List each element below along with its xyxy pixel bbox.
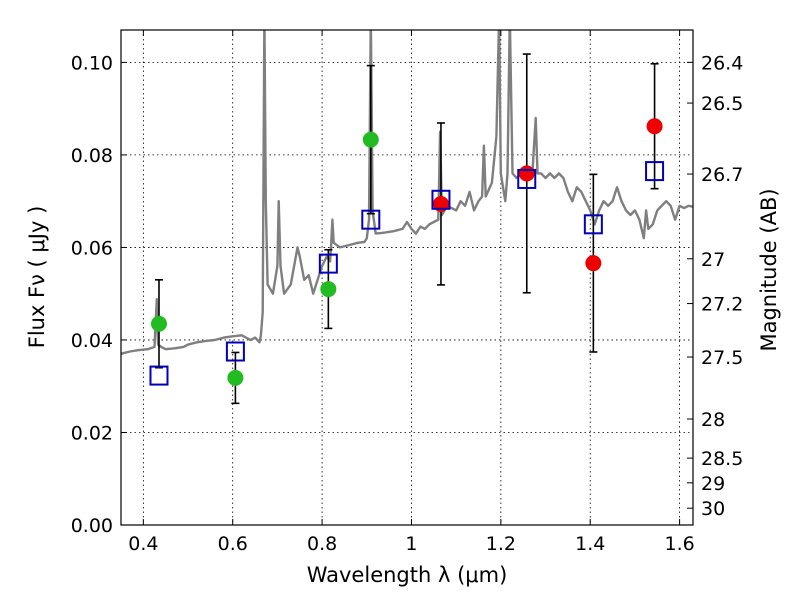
x-axis-label: Wavelength λ (μm) xyxy=(307,563,508,587)
photometry-point xyxy=(320,281,337,298)
model-square-marker xyxy=(361,209,381,230)
mag-tick-label: 26.4 xyxy=(701,52,743,74)
model-square-marker xyxy=(645,161,665,182)
mag-tick-label: 28.5 xyxy=(701,448,743,470)
photometry-point xyxy=(585,255,602,272)
photometry-point xyxy=(646,118,663,135)
model-square-marker xyxy=(149,365,169,386)
photometry-point xyxy=(150,315,167,332)
x-tick-label: 1.6 xyxy=(664,533,694,555)
mag-tick-label: 26.7 xyxy=(701,164,743,186)
y-axis-label: Flux Fν ( μJy ) xyxy=(25,206,49,349)
x-tick-label: 0.6 xyxy=(218,533,248,555)
y-tick-label: 0.08 xyxy=(71,145,113,167)
mag-tick-label: 27 xyxy=(701,249,725,271)
x-tick-label: 0.8 xyxy=(307,533,337,555)
model-square-marker xyxy=(318,253,338,274)
ticks-layer xyxy=(121,30,693,526)
plot-frame xyxy=(120,29,694,526)
y-tick-label: 0.02 xyxy=(71,422,113,444)
tick-labels-layer: 0.4 0.6 0.8 1 1.2 1.4 1.6 0.00 0.02 0.04 0.06 0.08 0… xyxy=(71,52,744,555)
model-spectrum-line xyxy=(121,30,693,355)
photometry-point xyxy=(362,131,379,148)
marker-layer xyxy=(149,118,665,386)
model-square-marker xyxy=(225,341,245,362)
grid-layer xyxy=(121,30,693,525)
y-tick-label: 0.04 xyxy=(71,330,113,352)
y-tick-label: 0.06 xyxy=(71,237,113,259)
mag-tick-label: 27.5 xyxy=(701,347,743,369)
model-square-marker xyxy=(517,168,537,189)
x-tick-label: 0.4 xyxy=(128,533,158,555)
spectrum-layer xyxy=(121,30,693,355)
photometry-point xyxy=(227,369,244,386)
y-tick-label: 0.10 xyxy=(71,52,113,74)
mag-tick-label: 29 xyxy=(701,473,725,495)
mag-tick-label: 27.2 xyxy=(701,294,743,316)
photometry-point xyxy=(518,165,535,182)
mag-tick-label: 26.5 xyxy=(701,93,743,115)
error-bar-layer xyxy=(154,53,659,405)
x-tick-label: 1.4 xyxy=(575,533,605,555)
x-tick-label: 1 xyxy=(405,533,417,555)
mag-tick-label: 28 xyxy=(701,409,725,431)
model-square-marker xyxy=(583,214,603,235)
y2-axis-label: Magnitude (AB) xyxy=(757,188,781,351)
mag-tick-label: 30 xyxy=(701,498,725,520)
model-square-marker xyxy=(431,189,451,210)
x-tick-label: 1.2 xyxy=(486,533,516,555)
y-tick-label: 0.00 xyxy=(71,515,113,537)
